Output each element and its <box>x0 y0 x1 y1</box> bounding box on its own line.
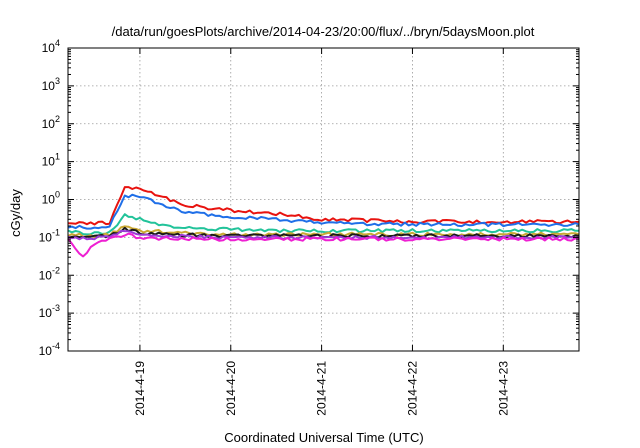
y-tick-label-base: 10 <box>39 268 53 282</box>
series-lines <box>67 186 580 258</box>
y-tick-label-exp: -3 <box>52 303 60 313</box>
y-tick-label: 10-4 <box>39 341 60 358</box>
y-tick-label-base: 10 <box>42 41 56 55</box>
grid <box>68 48 579 351</box>
y-tick-label-exp: 2 <box>55 114 60 124</box>
x-tick-labels: 2014-4-19 2014-4-20 2014-4-21 2014-4-22 2014… <box>133 361 510 416</box>
y-tick-label: 102 <box>42 114 60 131</box>
y-tick-label-base: 10 <box>42 79 56 93</box>
axis-ticks <box>68 47 579 352</box>
y-tick-label: 103 <box>42 76 60 93</box>
y-tick-label-base: 10 <box>39 306 53 320</box>
y-tick-label-base: 10 <box>39 230 53 244</box>
y-tick-label: 100 <box>42 190 60 207</box>
y-tick-label-base: 10 <box>42 117 56 131</box>
series-line <box>67 186 580 226</box>
series-line <box>67 232 580 258</box>
y-tick-label-exp: 0 <box>55 190 60 200</box>
chart-title: /data/run/goesPlots/archive/2014-04-23/2… <box>112 24 535 39</box>
y-tick-label-exp: -1 <box>52 227 60 237</box>
y-tick-label: 10-1 <box>39 227 60 244</box>
series-line <box>67 193 580 230</box>
y-tick-label-exp: -4 <box>52 341 60 351</box>
y-tick-label: 104 <box>42 38 60 55</box>
y-tick-label: 101 <box>42 152 60 169</box>
y-tick-label-base: 10 <box>42 193 56 207</box>
y-tick-label-exp: 3 <box>55 76 60 86</box>
series-line <box>67 213 580 236</box>
y-tick-label-exp: 1 <box>55 152 60 162</box>
x-axis-label: Coordinated Universal Time (UTC) <box>224 430 423 445</box>
x-tick-label: 2014-4-20 <box>224 361 238 416</box>
y-tick-label-exp: 4 <box>55 38 60 48</box>
y-tick-label-base: 10 <box>39 344 53 358</box>
x-tick-label: 2014-4-23 <box>496 361 510 416</box>
y-tick-label: 10-3 <box>39 303 60 320</box>
x-tick-label: 2014-4-21 <box>315 361 329 416</box>
x-tick-label: 2014-4-22 <box>405 361 419 416</box>
x-tick-label: 2014-4-19 <box>133 361 147 416</box>
y-tick-label: 10-2 <box>39 265 60 282</box>
y-axis-label: cGy/day <box>8 189 23 237</box>
y-tick-label-base: 10 <box>42 155 56 169</box>
y-tick-label-exp: -2 <box>52 265 60 275</box>
